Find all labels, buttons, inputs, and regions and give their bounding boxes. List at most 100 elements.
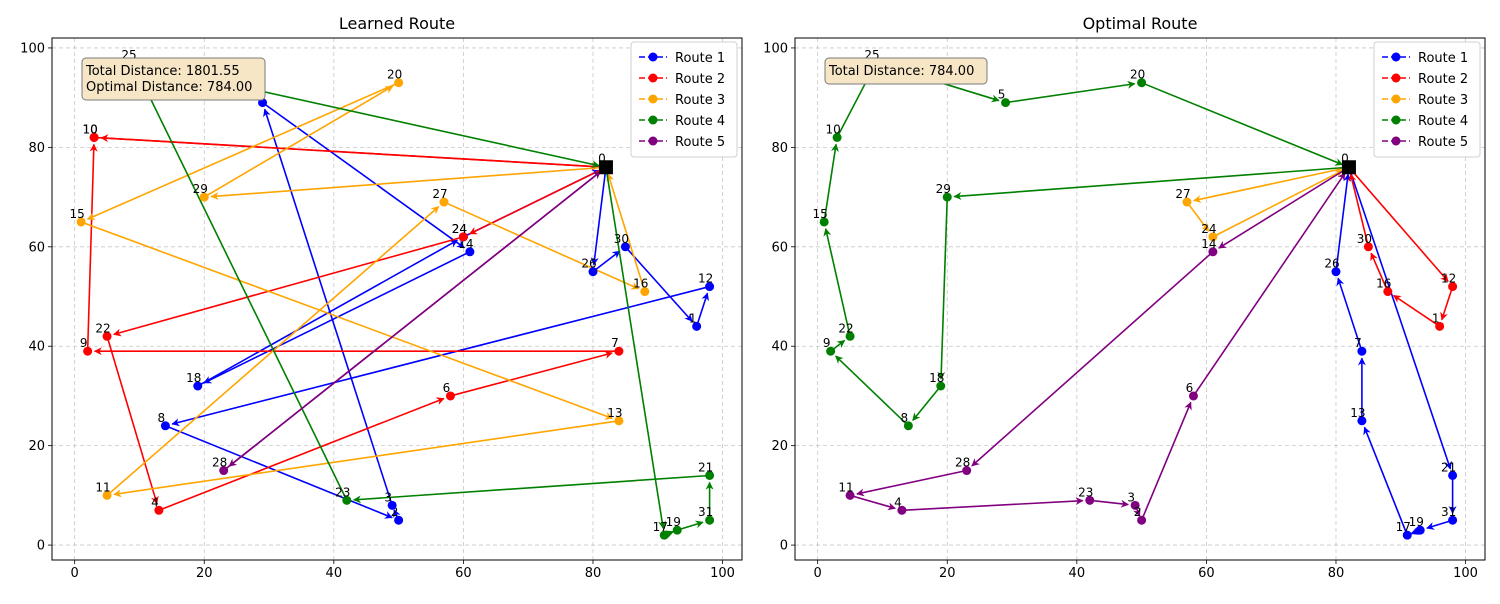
route-segment [210,166,607,201]
node-point [1182,197,1192,207]
route-segment [823,227,851,337]
node-label: 29 [936,182,951,196]
node-label: 31 [1441,505,1456,519]
node-point [936,381,946,391]
route-segment [624,246,693,322]
node-point [102,331,112,341]
route-segment [971,251,1214,467]
node-label: 28 [955,456,970,470]
node-point [620,242,630,252]
x-tick-label: 0 [814,566,822,581]
node-point [897,505,907,515]
node-point [705,470,715,480]
route-segment [912,385,942,421]
route-segment [1370,252,1389,292]
node-point [903,421,913,431]
node-point [160,421,170,431]
node-label: 8 [158,411,166,425]
node-point [1001,98,1011,108]
y-tick-label: 20 [771,439,788,454]
node-point [705,515,715,525]
route-segment [106,336,159,505]
distance-info-text: Optimal Distance: 784.00 [86,80,252,95]
route-segment [823,143,839,223]
node-label: 23 [335,485,350,499]
node-point [692,321,702,331]
node-label: 2 [1134,505,1142,519]
route-segment [1186,201,1210,232]
route-segment [468,166,607,235]
node-label: 16 [633,277,648,291]
node-label: 10 [82,122,97,136]
node-label: 10 [825,122,840,136]
legend-marker [1391,136,1401,146]
node-label: 24 [452,222,467,236]
route-segment [113,420,620,498]
node-point [845,490,855,500]
node-label: 26 [581,257,596,271]
node-label: 19 [1409,515,1424,529]
plot-area [795,38,1485,560]
route-segment [1348,167,1452,470]
depot-label: 0 [1341,151,1349,165]
node-point [614,346,624,356]
node-point [1357,416,1367,426]
node-label: 11 [838,480,853,494]
legend-marker [1391,73,1401,83]
y-tick-label: 40 [28,340,45,355]
node-label: 8 [901,411,909,425]
node-point [342,495,352,505]
route-segment [1192,172,1346,397]
route-segment [605,167,666,530]
route-segment [106,206,440,496]
node-label: 18 [186,371,201,385]
y-tick-label: 0 [37,539,45,554]
distance-info-box [81,57,266,101]
node-point [1435,321,1445,331]
route-segment [590,167,607,266]
node-point [1357,346,1367,356]
node-point [672,525,682,535]
node-label: 20 [1130,68,1145,82]
node-label: 4 [151,495,159,509]
node-point [458,232,468,242]
node-label: 19 [666,515,681,529]
node-point [1448,282,1458,292]
node-label: 21 [698,460,713,474]
depot-marker [598,160,613,175]
node-label: 29 [193,182,208,196]
route-segment [1212,169,1344,238]
legend-label: Route 2 [675,72,725,87]
node-point [465,247,475,257]
route-segment [1089,499,1129,508]
distance-info-box [824,57,988,85]
y-tick-label: 40 [771,340,788,355]
node-label: 24 [452,222,467,236]
legend-label: Route 5 [675,135,725,150]
route-segment [953,166,1350,201]
y-tick-label: 60 [771,240,788,255]
node-point [1188,391,1198,401]
node-point [819,217,829,227]
node-label: 30 [1357,232,1372,246]
route-segment [1140,401,1192,521]
depot-label: 0 [598,151,606,165]
node-point [1448,470,1458,480]
node-point [387,500,397,510]
route-segment [1141,82,1344,166]
route-segment [223,170,602,472]
route-segment [849,494,896,511]
route-segment [352,474,710,504]
x-tick-label: 20 [196,566,213,581]
node-label: 27 [1175,187,1190,201]
node-point [1402,530,1412,540]
node-label: 6 [1186,381,1194,395]
node-point [588,267,598,277]
route-segment [606,173,646,292]
route-segment [1348,166,1449,282]
y-tick-label: 80 [771,141,788,156]
node-point [1208,232,1218,242]
route-segment [80,221,614,420]
